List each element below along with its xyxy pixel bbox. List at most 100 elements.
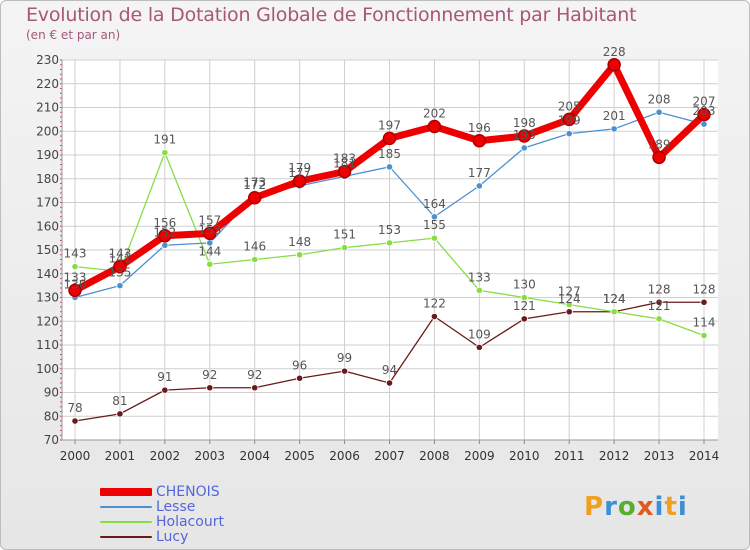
x-tick-label: 2011 bbox=[554, 449, 585, 463]
data-label-holacourt: 121 bbox=[648, 299, 671, 313]
data-point-lucy bbox=[206, 384, 214, 392]
data-label-lesse: 201 bbox=[603, 109, 626, 123]
data-point-chenois bbox=[652, 150, 666, 165]
data-point-chenois bbox=[158, 229, 172, 243]
data-label-lesse: 199 bbox=[558, 114, 581, 128]
data-label-chenois: 197 bbox=[378, 118, 401, 132]
data-point-holacourt bbox=[251, 255, 259, 264]
data-point-chenois bbox=[427, 119, 442, 134]
y-tick-label: 80 bbox=[44, 409, 59, 423]
data-label-lesse: 173 bbox=[243, 175, 266, 189]
x-tick-label: 2006 bbox=[329, 449, 360, 463]
data-label-chenois: 157 bbox=[198, 213, 221, 227]
data-point-chenois bbox=[203, 226, 217, 241]
y-tick-label: 140 bbox=[36, 267, 59, 281]
data-point-lesse bbox=[116, 282, 124, 290]
legend-label: Lucy bbox=[156, 528, 189, 545]
chart-title: Evolution de la Dotation Globale de Fonc… bbox=[26, 4, 637, 26]
x-tick-label: 2009 bbox=[464, 449, 495, 463]
y-tick-label: 150 bbox=[36, 243, 59, 257]
legend-item-chenois: CHENOIS bbox=[100, 483, 224, 500]
data-label-lucy: 124 bbox=[558, 292, 581, 306]
data-label-holacourt: 155 bbox=[423, 218, 446, 232]
y-tick-label: 70 bbox=[44, 433, 59, 447]
data-point-holacourt bbox=[206, 260, 214, 268]
data-label-holacourt: 130 bbox=[513, 278, 536, 292]
data-point-lesse bbox=[520, 144, 528, 152]
data-label-chenois: 133 bbox=[64, 270, 87, 284]
data-point-chenois bbox=[517, 129, 532, 143]
y-tick-label: 230 bbox=[36, 53, 59, 67]
data-label-lucy: 94 bbox=[382, 363, 397, 377]
y-tick-label: 120 bbox=[36, 314, 59, 328]
logo-letter: o bbox=[617, 492, 637, 522]
data-label-lucy: 92 bbox=[247, 368, 262, 382]
data-label-holacourt: 124 bbox=[603, 292, 626, 306]
data-label-chenois: 172 bbox=[243, 178, 266, 192]
y-tick-label: 160 bbox=[36, 219, 59, 233]
data-label-holacourt: 127 bbox=[558, 285, 581, 299]
data-label-chenois: 205 bbox=[558, 99, 581, 113]
x-tick-label: 2001 bbox=[105, 449, 136, 463]
data-point-holacourt bbox=[340, 244, 349, 252]
data-point-holacourt bbox=[71, 263, 79, 271]
data-label-lucy: 99 bbox=[337, 351, 352, 365]
data-point-lucy bbox=[340, 367, 349, 375]
data-label-holacourt: 133 bbox=[468, 270, 491, 284]
data-point-holacourt bbox=[655, 315, 663, 323]
data-label-lesse: 164 bbox=[423, 197, 446, 211]
data-label-lesse: 135 bbox=[108, 266, 131, 280]
data-label-chenois: 183 bbox=[333, 152, 356, 166]
legend-item-holacourt: Holacourt bbox=[100, 514, 224, 530]
data-label-lucy: 81 bbox=[112, 394, 127, 408]
data-label-lesse: 152 bbox=[153, 225, 176, 239]
legend: CHENOIS Lesse Holacourt Lucy bbox=[100, 483, 224, 545]
data-point-chenois bbox=[337, 164, 352, 179]
data-label-lesse: 181 bbox=[333, 156, 356, 170]
data-label-chenois: 143 bbox=[108, 247, 131, 261]
data-label-lesse: 193 bbox=[513, 128, 536, 142]
legend-item-lesse: Lesse bbox=[100, 498, 224, 515]
data-label-lucy: 92 bbox=[202, 368, 217, 382]
data-point-lucy bbox=[296, 374, 304, 382]
data-point-holacourt bbox=[475, 286, 483, 294]
data-point-lucy bbox=[475, 343, 483, 351]
data-label-holacourt: 114 bbox=[693, 316, 716, 330]
x-tick-label: 2003 bbox=[195, 449, 226, 463]
legend-label: CHENOIS bbox=[156, 483, 220, 500]
y-tick-label: 200 bbox=[36, 124, 59, 138]
data-point-lucy bbox=[116, 410, 124, 418]
data-point-lesse bbox=[385, 163, 394, 171]
data-point-lucy bbox=[700, 298, 708, 306]
data-point-lucy bbox=[520, 315, 528, 323]
x-tick-label: 2005 bbox=[284, 449, 315, 463]
y-tick-label: 100 bbox=[36, 362, 59, 376]
data-label-holacourt: 151 bbox=[333, 228, 356, 242]
x-tick-label: 2013 bbox=[644, 449, 675, 463]
data-point-holacourt bbox=[610, 308, 618, 316]
y-tick-label: 110 bbox=[36, 338, 59, 352]
legend-swatch bbox=[100, 487, 152, 496]
logo-letter: i bbox=[677, 492, 688, 522]
data-point-chenois bbox=[247, 191, 262, 205]
data-label-lesse: 185 bbox=[378, 147, 401, 161]
data-point-holacourt bbox=[565, 301, 573, 309]
data-label-chenois: 156 bbox=[153, 216, 176, 230]
logo-letter: i bbox=[654, 492, 665, 522]
y-tick-label: 220 bbox=[36, 77, 59, 91]
data-label-chenois: 189 bbox=[648, 137, 671, 151]
proxiti-logo: Proxiti bbox=[584, 492, 688, 522]
data-label-chenois: 228 bbox=[603, 45, 626, 59]
legend-label: Lesse bbox=[156, 498, 196, 515]
data-label-lucy: 96 bbox=[292, 358, 307, 372]
data-label-chenois: 202 bbox=[423, 107, 446, 121]
x-tick-label: 2004 bbox=[239, 449, 270, 463]
data-point-lucy bbox=[655, 298, 663, 306]
x-tick-label: 2008 bbox=[419, 449, 450, 463]
data-point-holacourt bbox=[296, 251, 304, 259]
data-label-chenois: 196 bbox=[468, 121, 491, 135]
data-label-lucy: 78 bbox=[67, 401, 82, 415]
data-point-lesse bbox=[475, 182, 483, 190]
data-point-lesse bbox=[610, 125, 618, 133]
